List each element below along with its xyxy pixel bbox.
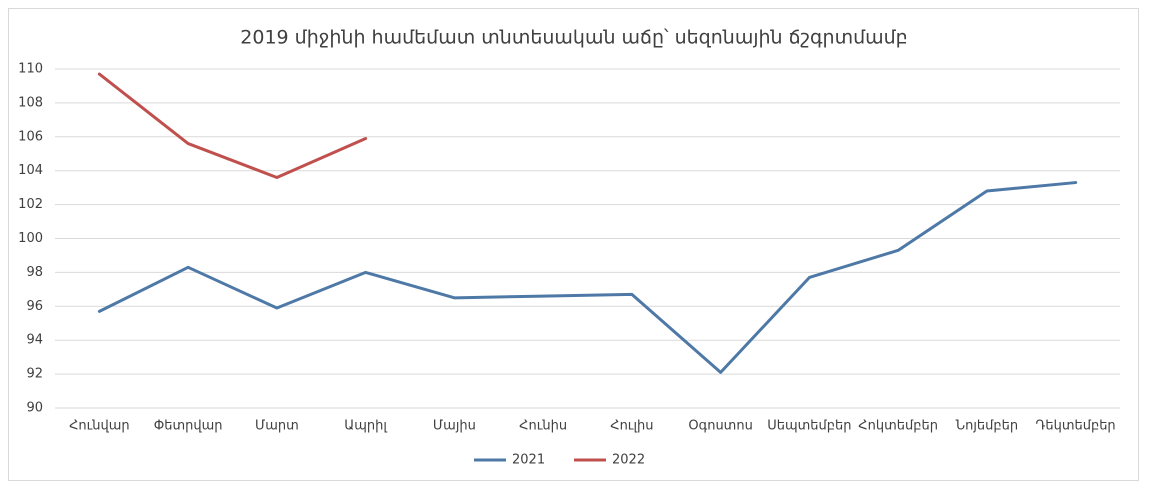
- x-tick-label: Հոկտեմբեր: [858, 419, 938, 434]
- x-tick-label: Սեպտեմբեր: [767, 419, 851, 434]
- x-tick-label: Մայիս: [433, 419, 476, 434]
- legend-label: 2022: [612, 453, 645, 468]
- chart-title: 2019 միջինի համեմատ տնտեսական աճը՝ սեզոն…: [240, 27, 907, 49]
- x-tick-label: Դեկտեմբեր: [1036, 419, 1116, 434]
- line-series: [97, 181, 1078, 374]
- y-tick-label: 110: [18, 62, 43, 77]
- y-tick-label: 94: [26, 333, 43, 348]
- y-tick-label: 106: [18, 129, 43, 144]
- y-tick-label: 102: [18, 197, 43, 212]
- x-tick-label: Ապրիլ: [344, 419, 387, 434]
- x-tick-label: Մարտ: [255, 419, 299, 434]
- x-tick-label: Օգոստոս: [688, 419, 752, 434]
- x-tick-label: Հունվար: [69, 419, 130, 434]
- x-tick-label: Հունիս: [519, 419, 567, 434]
- chart-border: [8, 8, 1139, 481]
- y-tick-label: 108: [18, 95, 43, 110]
- x-tick-label: Հուլիս: [610, 419, 653, 434]
- y-tick-label: 100: [18, 231, 43, 246]
- x-tick-label: Փետրվար: [154, 419, 223, 434]
- legend-label: 2021: [512, 453, 545, 468]
- y-tick-label: 104: [18, 163, 43, 178]
- x-tick-label: Նոյեմբեր: [956, 419, 1018, 434]
- y-tick-label: 90: [26, 401, 43, 416]
- y-tick-label: 92: [26, 367, 43, 382]
- y-tick-label: 96: [26, 299, 43, 314]
- y-tick-label: 98: [26, 265, 43, 280]
- line-series: [97, 72, 368, 179]
